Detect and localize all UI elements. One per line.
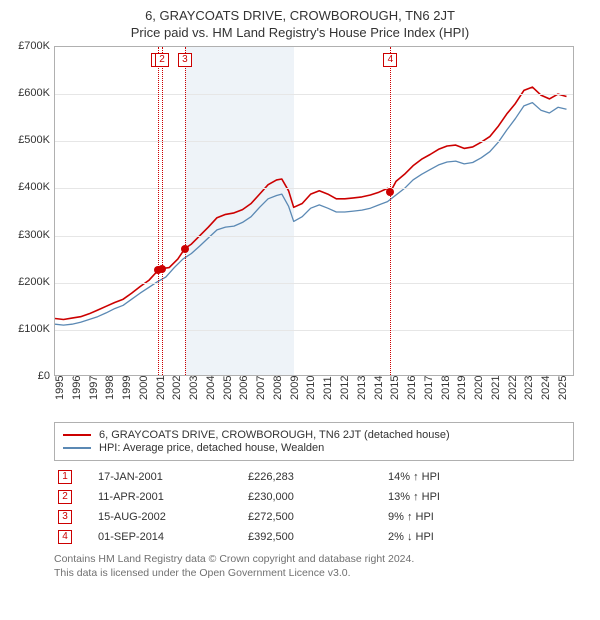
sale-price: £392,500	[244, 527, 384, 547]
x-tick-label: 2010	[305, 376, 322, 414]
sale-delta: 14% ↑ HPI	[384, 467, 574, 487]
x-axis: 1995199619971998199920002001200220032004…	[54, 376, 574, 414]
legend-label: 6, GRAYCOATS DRIVE, CROWBOROUGH, TN6 2JT…	[99, 429, 450, 441]
x-tick-label: 2025	[557, 376, 574, 414]
table-row: 4 01-SEP-2014£392,5002% ↓ HPI	[54, 527, 574, 547]
sale-number-badge: 1	[58, 470, 72, 484]
y-tick-label: £100K	[18, 323, 50, 335]
sale-marker-box: 4	[383, 53, 397, 67]
x-tick-label: 2013	[356, 376, 373, 414]
x-tick-label: 2000	[138, 376, 155, 414]
x-tick-label: 2007	[255, 376, 272, 414]
x-tick-label: 2019	[456, 376, 473, 414]
x-tick-label: 1996	[71, 376, 88, 414]
sale-delta: 9% ↑ HPI	[384, 507, 574, 527]
x-tick-label: 2001	[155, 376, 172, 414]
sale-number-badge: 2	[58, 490, 72, 504]
legend-item: 6, GRAYCOATS DRIVE, CROWBOROUGH, TN6 2JT…	[63, 429, 565, 441]
x-tick-label: 1999	[121, 376, 138, 414]
x-tick-label: 2018	[440, 376, 457, 414]
page-subtitle: Price paid vs. HM Land Registry's House …	[10, 25, 590, 40]
sale-marker-box: 3	[178, 53, 192, 67]
x-tick-label: 2022	[507, 376, 524, 414]
legend-swatch	[63, 447, 91, 449]
gridline	[55, 283, 573, 284]
gridline	[55, 188, 573, 189]
sale-marker-line	[390, 47, 391, 375]
sale-marker-dot	[181, 245, 189, 253]
page-title: 6, GRAYCOATS DRIVE, CROWBOROUGH, TN6 2JT	[10, 8, 590, 23]
y-tick-label: £400K	[18, 181, 50, 193]
x-tick-label: 2023	[523, 376, 540, 414]
gridline	[55, 236, 573, 237]
legend-label: HPI: Average price, detached house, Weal…	[99, 442, 324, 454]
y-tick-label: £0	[38, 370, 50, 382]
x-tick-label: 1998	[104, 376, 121, 414]
x-tick-label: 2016	[406, 376, 423, 414]
x-tick-label: 2006	[238, 376, 255, 414]
sale-marker-line	[158, 47, 159, 375]
y-tick-label: £200K	[18, 276, 50, 288]
x-tick-label: 2004	[205, 376, 222, 414]
x-tick-label: 2008	[272, 376, 289, 414]
x-tick-label: 2017	[423, 376, 440, 414]
legend-swatch	[63, 434, 91, 436]
footer-line: Contains HM Land Registry data © Crown c…	[54, 553, 574, 567]
sales-table: 1 17-JAN-2001£226,28314% ↑ HPI 2 11-APR-200…	[54, 467, 574, 547]
sale-marker-line	[185, 47, 186, 375]
sale-date: 11-APR-2001	[94, 487, 244, 507]
x-tick-label: 2012	[339, 376, 356, 414]
series-line	[55, 87, 567, 319]
sale-delta: 13% ↑ HPI	[384, 487, 574, 507]
plot-area: 1234	[54, 46, 574, 376]
x-tick-label: 2005	[222, 376, 239, 414]
line-chart-svg	[55, 47, 575, 377]
sale-marker-dot	[386, 188, 394, 196]
sale-date: 15-AUG-2002	[94, 507, 244, 527]
x-tick-label: 2002	[171, 376, 188, 414]
sale-price: £272,500	[244, 507, 384, 527]
table-row: 2 11-APR-2001£230,00013% ↑ HPI	[54, 487, 574, 507]
y-axis: £0£100K£200K£300K£400K£500K£600K£700K	[10, 46, 54, 376]
gridline	[55, 141, 573, 142]
x-tick-label: 1995	[54, 376, 71, 414]
sale-marker-box: 2	[155, 53, 169, 67]
x-tick-label: 2020	[473, 376, 490, 414]
x-tick-label: 2024	[540, 376, 557, 414]
sale-marker-line	[162, 47, 163, 375]
x-tick-label: 2003	[188, 376, 205, 414]
table-row: 3 15-AUG-2002£272,5009% ↑ HPI	[54, 507, 574, 527]
x-tick-label: 2015	[389, 376, 406, 414]
x-tick-label: 2021	[490, 376, 507, 414]
y-tick-label: £300K	[18, 229, 50, 241]
sale-date: 01-SEP-2014	[94, 527, 244, 547]
sale-number-badge: 4	[58, 530, 72, 544]
sale-price: £226,283	[244, 467, 384, 487]
gridline	[55, 330, 573, 331]
x-tick-label: 2011	[322, 376, 339, 414]
legend-item: HPI: Average price, detached house, Weal…	[63, 442, 565, 454]
sale-price: £230,000	[244, 487, 384, 507]
table-row: 1 17-JAN-2001£226,28314% ↑ HPI	[54, 467, 574, 487]
chart-area: £0£100K£200K£300K£400K£500K£600K£700K 12…	[10, 46, 590, 376]
y-tick-label: £700K	[18, 40, 50, 52]
sale-delta: 2% ↓ HPI	[384, 527, 574, 547]
x-tick-label: 1997	[88, 376, 105, 414]
gridline	[55, 94, 573, 95]
footer-attribution: Contains HM Land Registry data © Crown c…	[54, 553, 574, 580]
sale-date: 17-JAN-2001	[94, 467, 244, 487]
footer-line: This data is licensed under the Open Gov…	[54, 567, 574, 581]
y-tick-label: £500K	[18, 134, 50, 146]
x-tick-label: 2014	[373, 376, 390, 414]
y-tick-label: £600K	[18, 87, 50, 99]
legend: 6, GRAYCOATS DRIVE, CROWBOROUGH, TN6 2JT…	[54, 422, 574, 461]
x-tick-label: 2009	[289, 376, 306, 414]
sale-marker-dot	[158, 265, 166, 273]
sale-number-badge: 3	[58, 510, 72, 524]
